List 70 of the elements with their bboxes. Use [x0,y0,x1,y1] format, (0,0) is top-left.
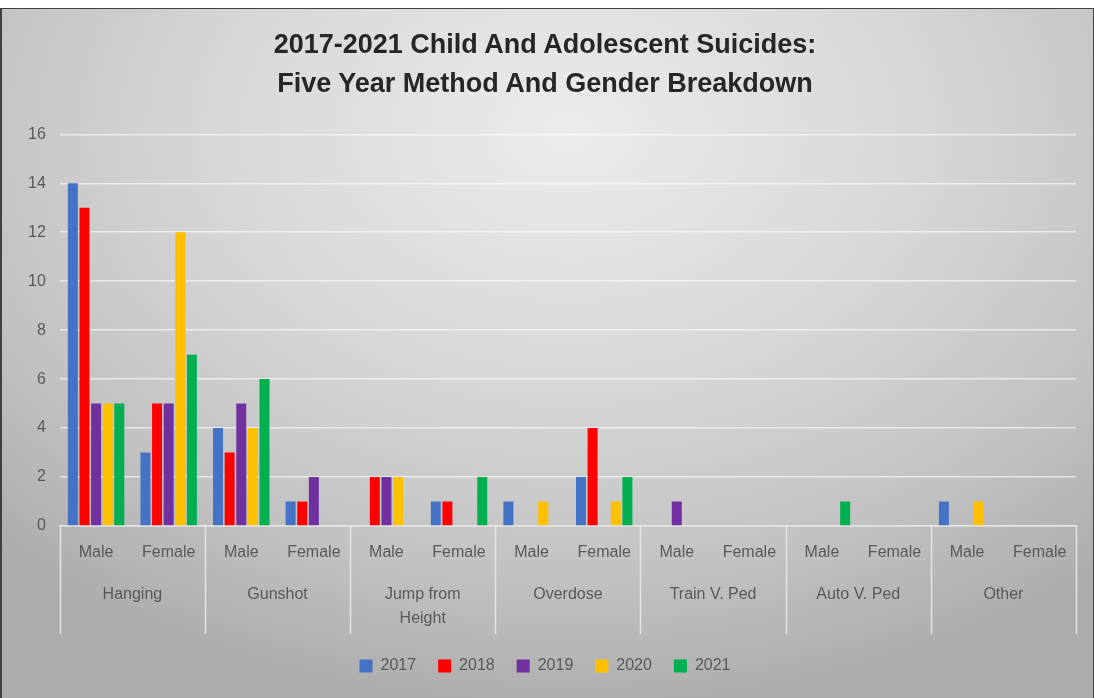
bar [152,403,163,526]
y-tick-label: 12 [28,222,46,240]
x-tick-label: Male [514,543,550,561]
bar [297,501,308,526]
legend-label: 2017 [380,656,417,674]
y-tick-label: 6 [36,369,46,387]
bar [587,428,598,526]
y-tick-label: 14 [28,173,46,191]
text: Train V. Ped [669,585,757,603]
legend-label: 2019 [537,656,574,674]
x-tick-label: Male [223,543,259,561]
x-tick-label: Male [78,543,114,561]
bar [213,428,224,526]
bar [938,501,949,526]
bar [67,183,78,526]
bar [224,452,235,526]
bar [430,501,441,526]
x-tick-label: Male [659,543,695,561]
x-tick-label: Female [1013,543,1067,561]
bar [381,477,392,526]
text: Gunshot [247,585,309,603]
bar [102,403,113,526]
bar [575,477,586,526]
x-tick-label: Female [577,543,631,561]
bar [538,501,549,526]
bar [308,477,319,526]
bar [247,428,258,526]
y-tick-label: 8 [36,320,46,338]
bar [114,403,125,526]
y-tick-label: 2 [36,467,46,485]
bar [610,501,621,526]
x-tick-label: Female [142,543,196,561]
x-tick-label: Male [369,543,404,561]
bar [442,501,453,526]
y-tick-label: 16 [28,124,46,142]
bar [671,501,682,526]
bar [285,501,296,526]
x-tick-label: Male [804,543,840,561]
x-tick-label: Female [287,543,341,561]
chart-title: 2017-2021 Child And Adolescent Suicides: Five Year Method And Gender Breakdown [273,29,817,99]
bar [91,403,102,526]
bar [163,403,174,526]
legend-label: 2018 [459,656,495,674]
y-tick-label: 0 [36,516,46,534]
y-tick-label: 4 [36,418,46,436]
x-tick-label: Female [432,543,486,561]
bar [259,379,270,526]
bar [840,501,851,526]
legend-label: 2021 [694,656,731,674]
text: Overdose [533,585,603,603]
bar [369,477,380,526]
bar [175,232,186,526]
text: Jump from Height [384,585,461,627]
bar [503,501,514,526]
x-tick-label: Male [949,543,985,561]
x-tick-label: Female [867,543,922,561]
bar [477,477,488,526]
bar [140,452,151,526]
legend-label: 2020 [616,656,652,674]
x-tick-label: Female [722,543,777,561]
bar [622,477,633,526]
bar [186,354,197,526]
bar [973,501,984,526]
bar [236,403,247,526]
text: Other [983,585,1025,603]
text: Auto V. Ped [816,585,901,603]
text: Hanging [102,585,163,603]
bar [393,477,404,526]
bar [79,207,90,526]
y-tick-label: 10 [28,271,46,289]
